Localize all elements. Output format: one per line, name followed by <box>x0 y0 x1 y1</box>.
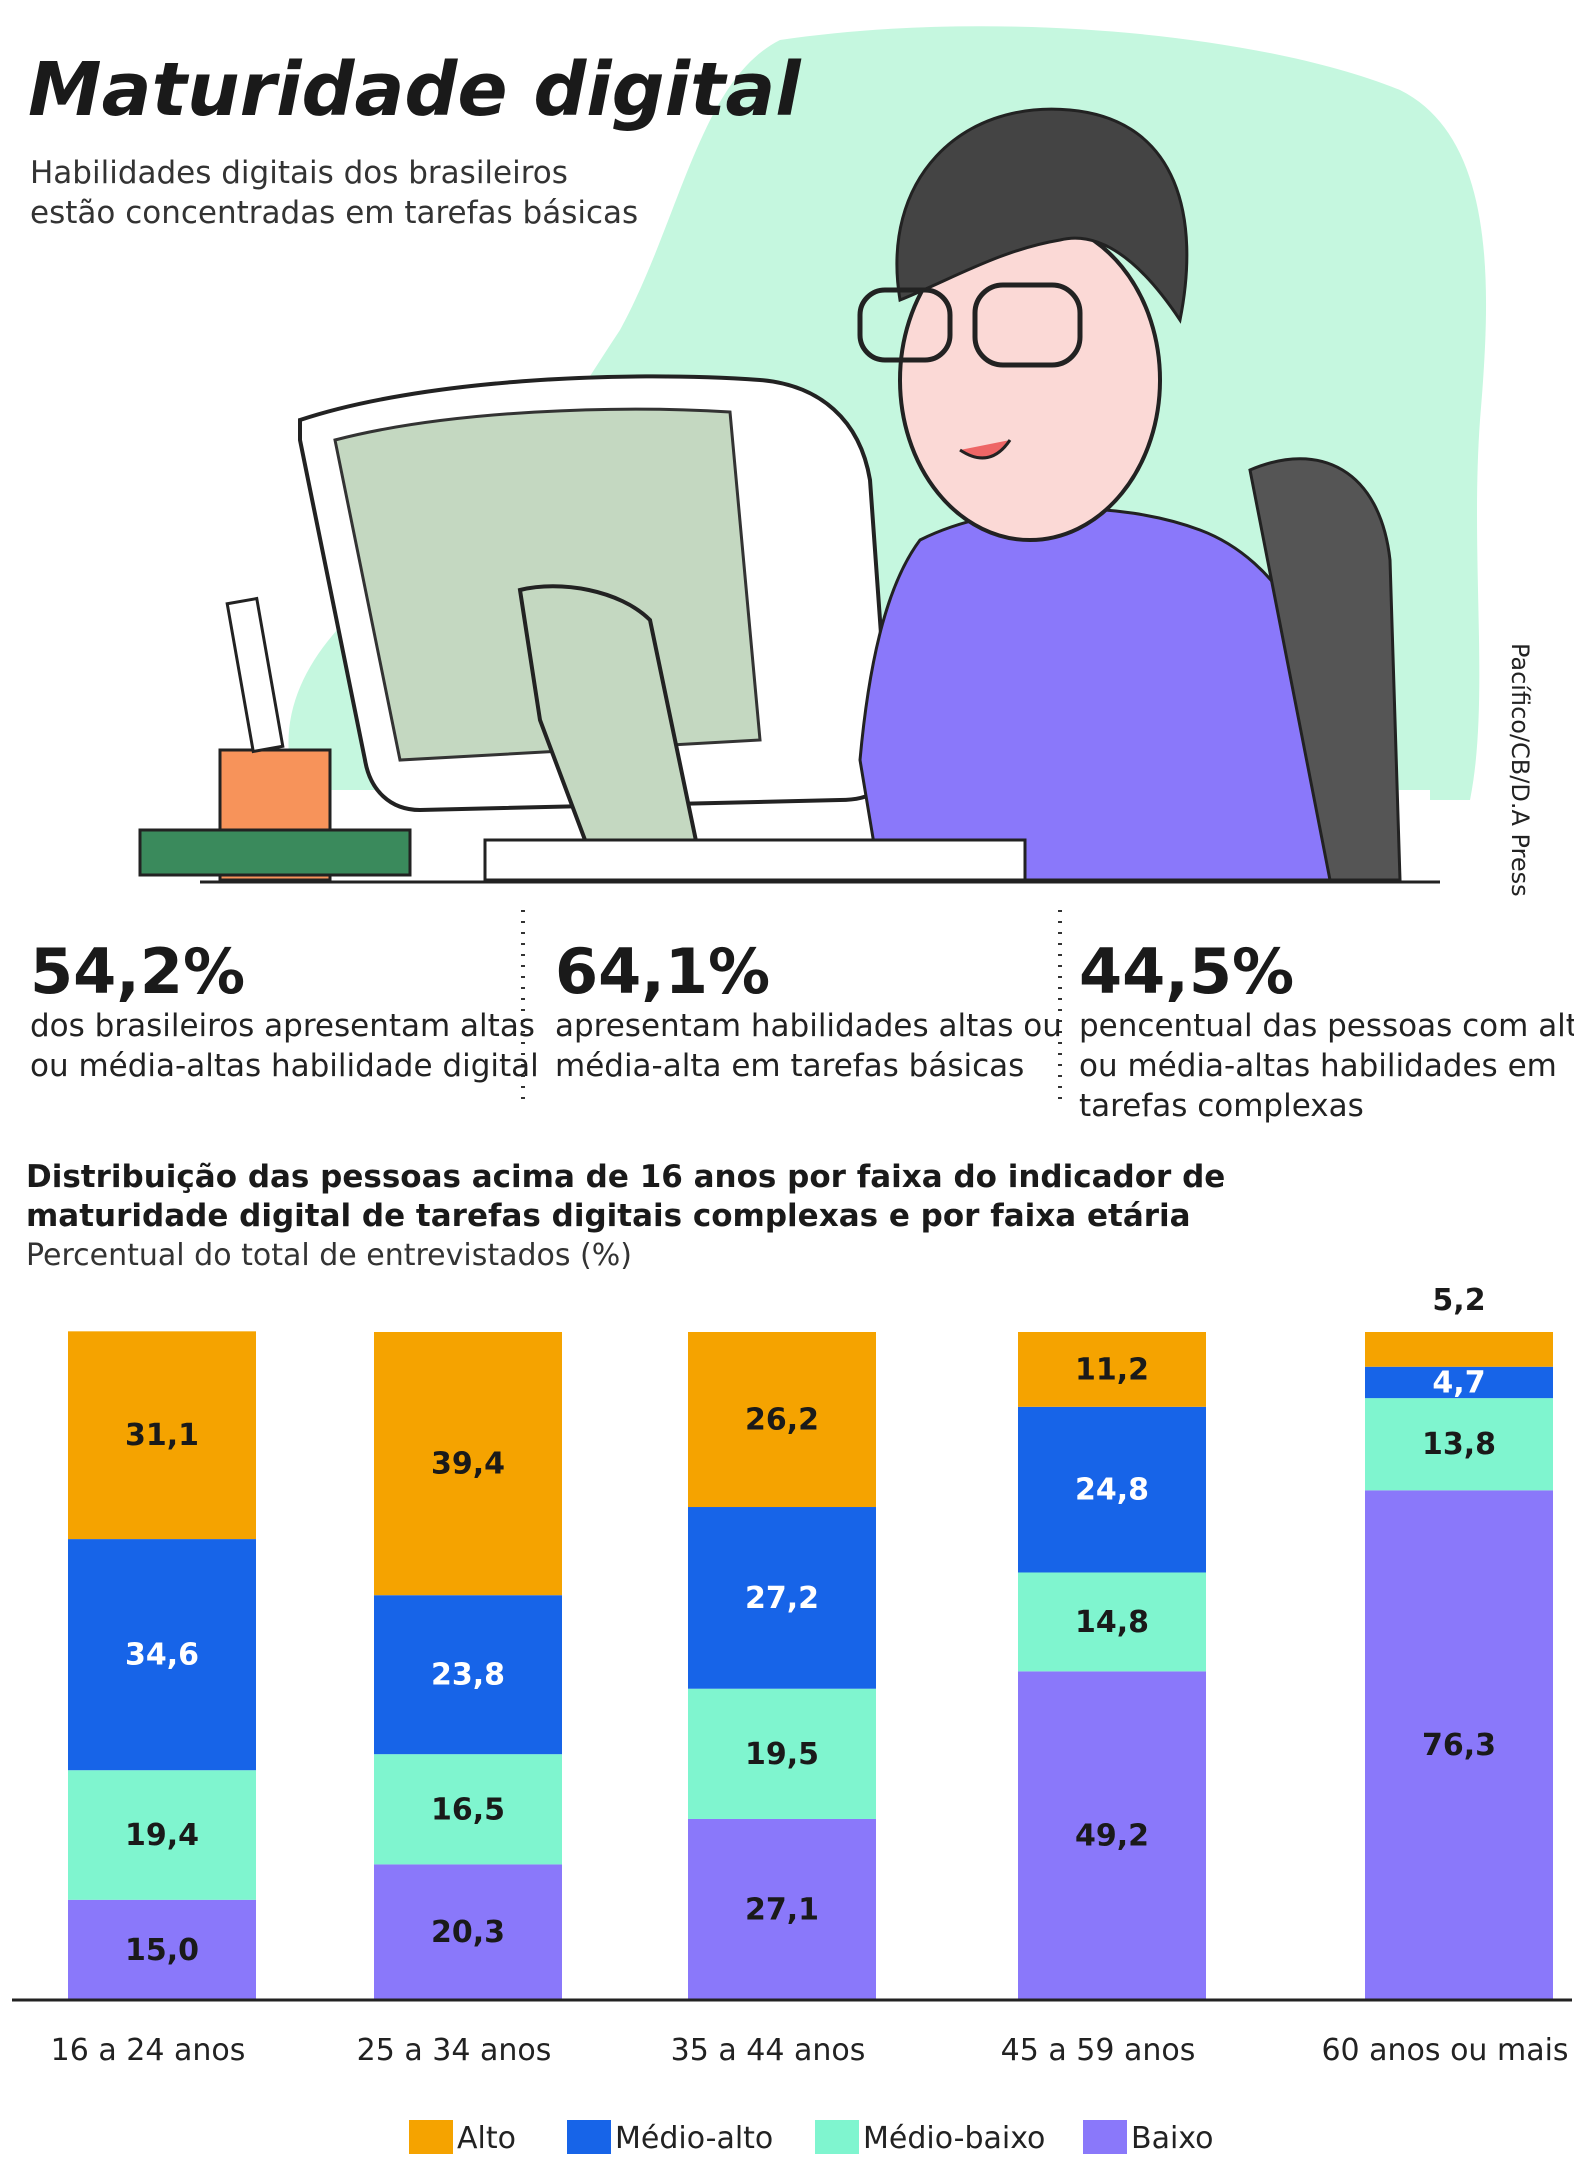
legend-swatch <box>409 2120 453 2154</box>
value-label: 24,8 <box>1075 1473 1149 1508</box>
value-label: 31,1 <box>125 1418 199 1453</box>
value-label: 14,8 <box>1075 1605 1149 1640</box>
stats: 54,2%dos brasileiros apresentam altas ou … <box>30 935 1574 1124</box>
stat-value: 54,2% <box>30 935 245 1008</box>
chart: Distribuição das pessoas acima de 16 ano… <box>12 1159 1572 2156</box>
stat-value: 64,1% <box>555 935 770 1008</box>
legend-label: Baixo <box>1131 2121 1214 2156</box>
bar-segment <box>68 1331 256 1540</box>
stat-text: ou média-altas habilidades em <box>1079 1048 1557 1084</box>
stat-text: apresentam habilidades altas ou <box>555 1008 1062 1044</box>
bar-segment <box>68 1539 256 1771</box>
bar-segment <box>1365 1332 1553 1367</box>
value-label: 13,8 <box>1422 1427 1496 1462</box>
illustration <box>138 26 1487 884</box>
chart-subtitle: Percentual do total de entrevistados (%) <box>26 1238 632 1273</box>
value-label: 19,5 <box>745 1737 819 1772</box>
bar-segment <box>1365 1490 1553 2000</box>
subtitle: estão concentradas em tarefas básicas <box>30 195 638 231</box>
stat-value: 44,5% <box>1079 935 1294 1008</box>
stat-text: tarefas complexas <box>1079 1088 1364 1124</box>
stat-text: ou média-altas habilidade digital <box>30 1048 539 1084</box>
bar-segment <box>1365 1366 1553 1399</box>
bar-segment <box>1018 1406 1206 1573</box>
value-label: 26,2 <box>745 1403 819 1438</box>
bar-segment <box>688 1507 876 1689</box>
value-label: 76,3 <box>1422 1728 1496 1763</box>
photo-credit: Pacífico/CB/D.A Press <box>1506 643 1534 897</box>
bar-segment <box>374 1332 562 1596</box>
value-label: 20,3 <box>431 1915 505 1950</box>
value-label: 11,2 <box>1075 1352 1149 1387</box>
x-tick-label: 25 a 34 anos <box>357 2033 552 2068</box>
value-label: 49,2 <box>1075 1819 1149 1854</box>
bar-segment <box>688 1818 876 2000</box>
bar-segment <box>688 1688 876 1819</box>
bar-segment <box>68 1770 256 1900</box>
stat-text: dos brasileiros apresentam altas <box>30 1008 535 1044</box>
legend-label: Alto <box>457 2121 516 2156</box>
value-label: 27,2 <box>745 1581 819 1616</box>
legend-swatch <box>815 2120 859 2154</box>
bar-segment <box>374 1864 562 2000</box>
value-label: 19,4 <box>125 1818 199 1853</box>
chart-title: Distribuição das pessoas acima de 16 ano… <box>26 1159 1225 1195</box>
bar-segment <box>1018 1671 1206 2000</box>
x-tick-label: 16 a 24 anos <box>51 2033 246 2068</box>
value-label: 23,8 <box>431 1658 505 1693</box>
value-label: 5,2 <box>1432 1283 1485 1318</box>
bar-segment <box>374 1595 562 1755</box>
bar-segment <box>688 1332 876 1508</box>
x-tick-label: 35 a 44 anos <box>671 2033 866 2068</box>
bar-segment <box>374 1754 562 1865</box>
value-label: 16,5 <box>431 1792 505 1827</box>
bar-segment <box>1365 1398 1553 1491</box>
legend-swatch <box>1083 2120 1127 2154</box>
stat-text: pencentual das pessoas com altas <box>1079 1008 1574 1044</box>
bar-segment <box>1018 1332 1206 1407</box>
x-tick-label: 45 a 59 anos <box>1001 2033 1196 2068</box>
legend-swatch <box>567 2120 611 2154</box>
value-label: 34,6 <box>125 1638 199 1673</box>
x-tick-label: 60 anos ou mais <box>1321 2033 1568 2068</box>
subtitle: Habilidades digitais dos brasileiros <box>30 155 568 191</box>
chart-title: maturidade digital de tarefas digitais c… <box>26 1198 1191 1234</box>
value-label: 27,1 <box>745 1892 819 1927</box>
legend-label: Médio-alto <box>615 2121 773 2156</box>
legend-label: Médio-baixo <box>863 2121 1045 2156</box>
value-label: 15,0 <box>125 1933 199 1968</box>
value-label: 39,4 <box>431 1447 505 1482</box>
title: Maturidade digital <box>28 47 802 133</box>
stat-text: média-alta em tarefas básicas <box>555 1048 1024 1084</box>
bar-segment <box>1018 1572 1206 1672</box>
bar-segment <box>68 1899 256 2000</box>
value-label: 4,7 <box>1432 1365 1485 1400</box>
